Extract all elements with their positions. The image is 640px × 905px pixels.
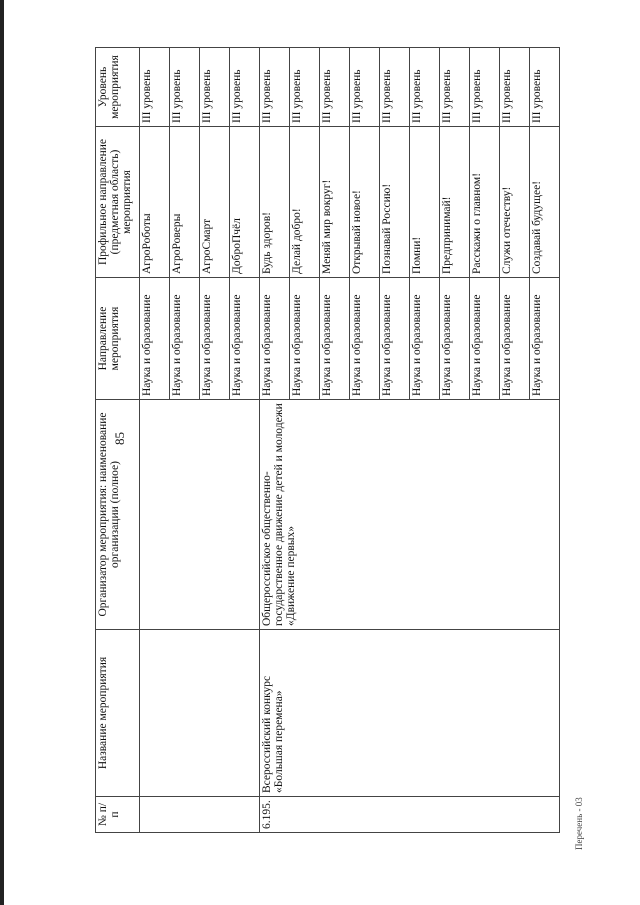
profile-cell: АгроРоверы [169,126,200,278]
profile-cell: ДоброПчёл [229,126,260,278]
level-cell: III уровень [379,47,410,127]
profile-cell: Расскажи о главном! [469,126,500,278]
profile-cell: Познавай Россию! [379,126,410,278]
direction-cell: Наука и образование [259,277,290,400]
level-cell: III уровень [139,47,170,127]
name-cell [139,629,260,797]
profile-cell: Помни! [409,126,440,278]
level-cell: III уровень [529,47,560,127]
header-level: Уровень мероприятия [95,47,140,127]
table-row: 6.195. Всероссийский конкурс «Большая пер… [259,47,560,833]
header-organizer: Организатор мероприятия: наименование ор… [95,399,140,630]
organizer-cell: Общероссийское общественно-государственн… [259,399,560,630]
profile-cell: АгроРоботы [139,126,170,278]
number-cell [139,796,260,833]
profile-cell: Делай добро! [289,126,320,278]
direction-cell: Наука и образование [169,277,200,400]
direction-cell: Наука и образование [499,277,530,400]
direction-cell: Наука и образование [199,277,230,400]
profile-cell: Меняй мир вокруг! [319,126,350,278]
footer: Перечень - 03 [574,797,584,850]
profile-cell: Предпринимай! [439,126,470,278]
direction-cell: Наука и образование [349,277,380,400]
table-row: Наука и образование АгроРоботы III уровень [139,47,260,833]
profile-cell: Служи отечеству! [499,126,530,278]
header-number: № п/п [95,796,140,833]
profile-cell: АгроСмарт [199,126,230,278]
level-cell: III уровень [499,47,530,127]
events-table: № п/п Название мероприятия Организатор м… [95,47,560,833]
level-cell: III уровень [199,47,230,127]
direction-cell: Наука и образование [319,277,350,400]
level-cell: III уровень [319,47,350,127]
direction-cell: Наука и образование [379,277,410,400]
level-cell: III уровень [289,47,320,127]
level-cell: III уровень [259,47,290,127]
direction-cell: Наука и образование [289,277,320,400]
level-cell: III уровень [349,47,380,127]
profile-cell: Создавай будущее! [529,126,560,278]
scan-edge [0,0,4,905]
profile-cell: Открывай новое! [349,126,380,278]
organizer-cell [139,399,260,630]
direction-cell: Наука и образование [439,277,470,400]
level-cell: III уровень [439,47,470,127]
direction-cell: Наука и образование [139,277,170,400]
direction-cell: Наука и образование [529,277,560,400]
direction-cell: Наука и образование [409,277,440,400]
header-name: Название мероприятия [95,629,140,797]
header-direction: Направление мероприятия [95,277,140,400]
number-cell: 6.195. [259,796,560,833]
header-profile: Профильное направление (предметная облас… [95,126,140,278]
level-cell: III уровень [229,47,260,127]
direction-cell: Наука и образование [229,277,260,400]
level-cell: III уровень [469,47,500,127]
name-cell: Всероссийский конкурс «Большая перемена» [259,629,560,797]
level-cell: III уровень [409,47,440,127]
direction-cell: Наука и образование [469,277,500,400]
level-cell: III уровень [169,47,200,127]
profile-cell: Будь здоров! [259,126,290,278]
table-header: № п/п Название мероприятия Организатор м… [95,47,140,833]
